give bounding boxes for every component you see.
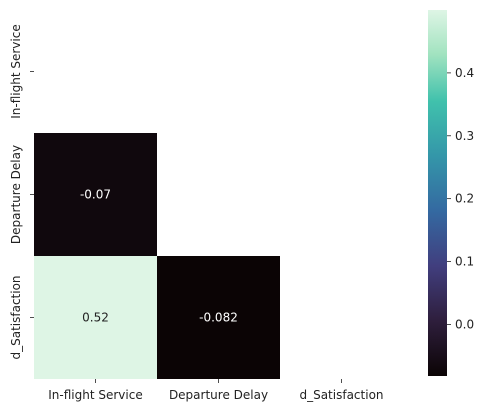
heatmap-cell — [157, 256, 280, 379]
heatmap-cells — [34, 133, 280, 379]
heatmap-cell-label: -0.07 — [80, 188, 111, 202]
x-tick-label: d_Satisfaction — [299, 388, 383, 402]
heatmap-cell-label: -0.082 — [199, 311, 238, 325]
heatmap-cell-label: 0.52 — [82, 311, 109, 325]
colorbar-tick-label: 0.3 — [455, 129, 474, 143]
y-tick-label: d_Satisfaction — [9, 275, 23, 359]
colorbar-tick-label: 0.2 — [455, 192, 474, 206]
colorbar-tick-label: 0.0 — [455, 317, 474, 331]
heatmap-cell — [34, 133, 157, 256]
y-axis-ticks: In-flight Service Departure Delay d_Satisf… — [9, 24, 34, 360]
colorbar-tick-label: 0.1 — [455, 255, 474, 269]
colorbar — [428, 10, 447, 376]
colorbar-tick-label: 0.4 — [455, 66, 474, 80]
y-tick-label: In-flight Service — [9, 24, 23, 118]
heatmap-cell-labels: -0.07 0.52 -0.082 — [80, 188, 238, 325]
y-tick-label: Departure Delay — [9, 145, 23, 244]
colorbar-ticks: 0.0 0.1 0.2 0.3 0.4 — [447, 66, 474, 331]
x-axis-ticks: In-flight Service Departure Delay d_Satisf… — [48, 379, 384, 402]
heatmap-cell — [34, 256, 157, 379]
x-tick-label: Departure Delay — [169, 388, 268, 402]
x-tick-label: In-flight Service — [48, 388, 142, 402]
